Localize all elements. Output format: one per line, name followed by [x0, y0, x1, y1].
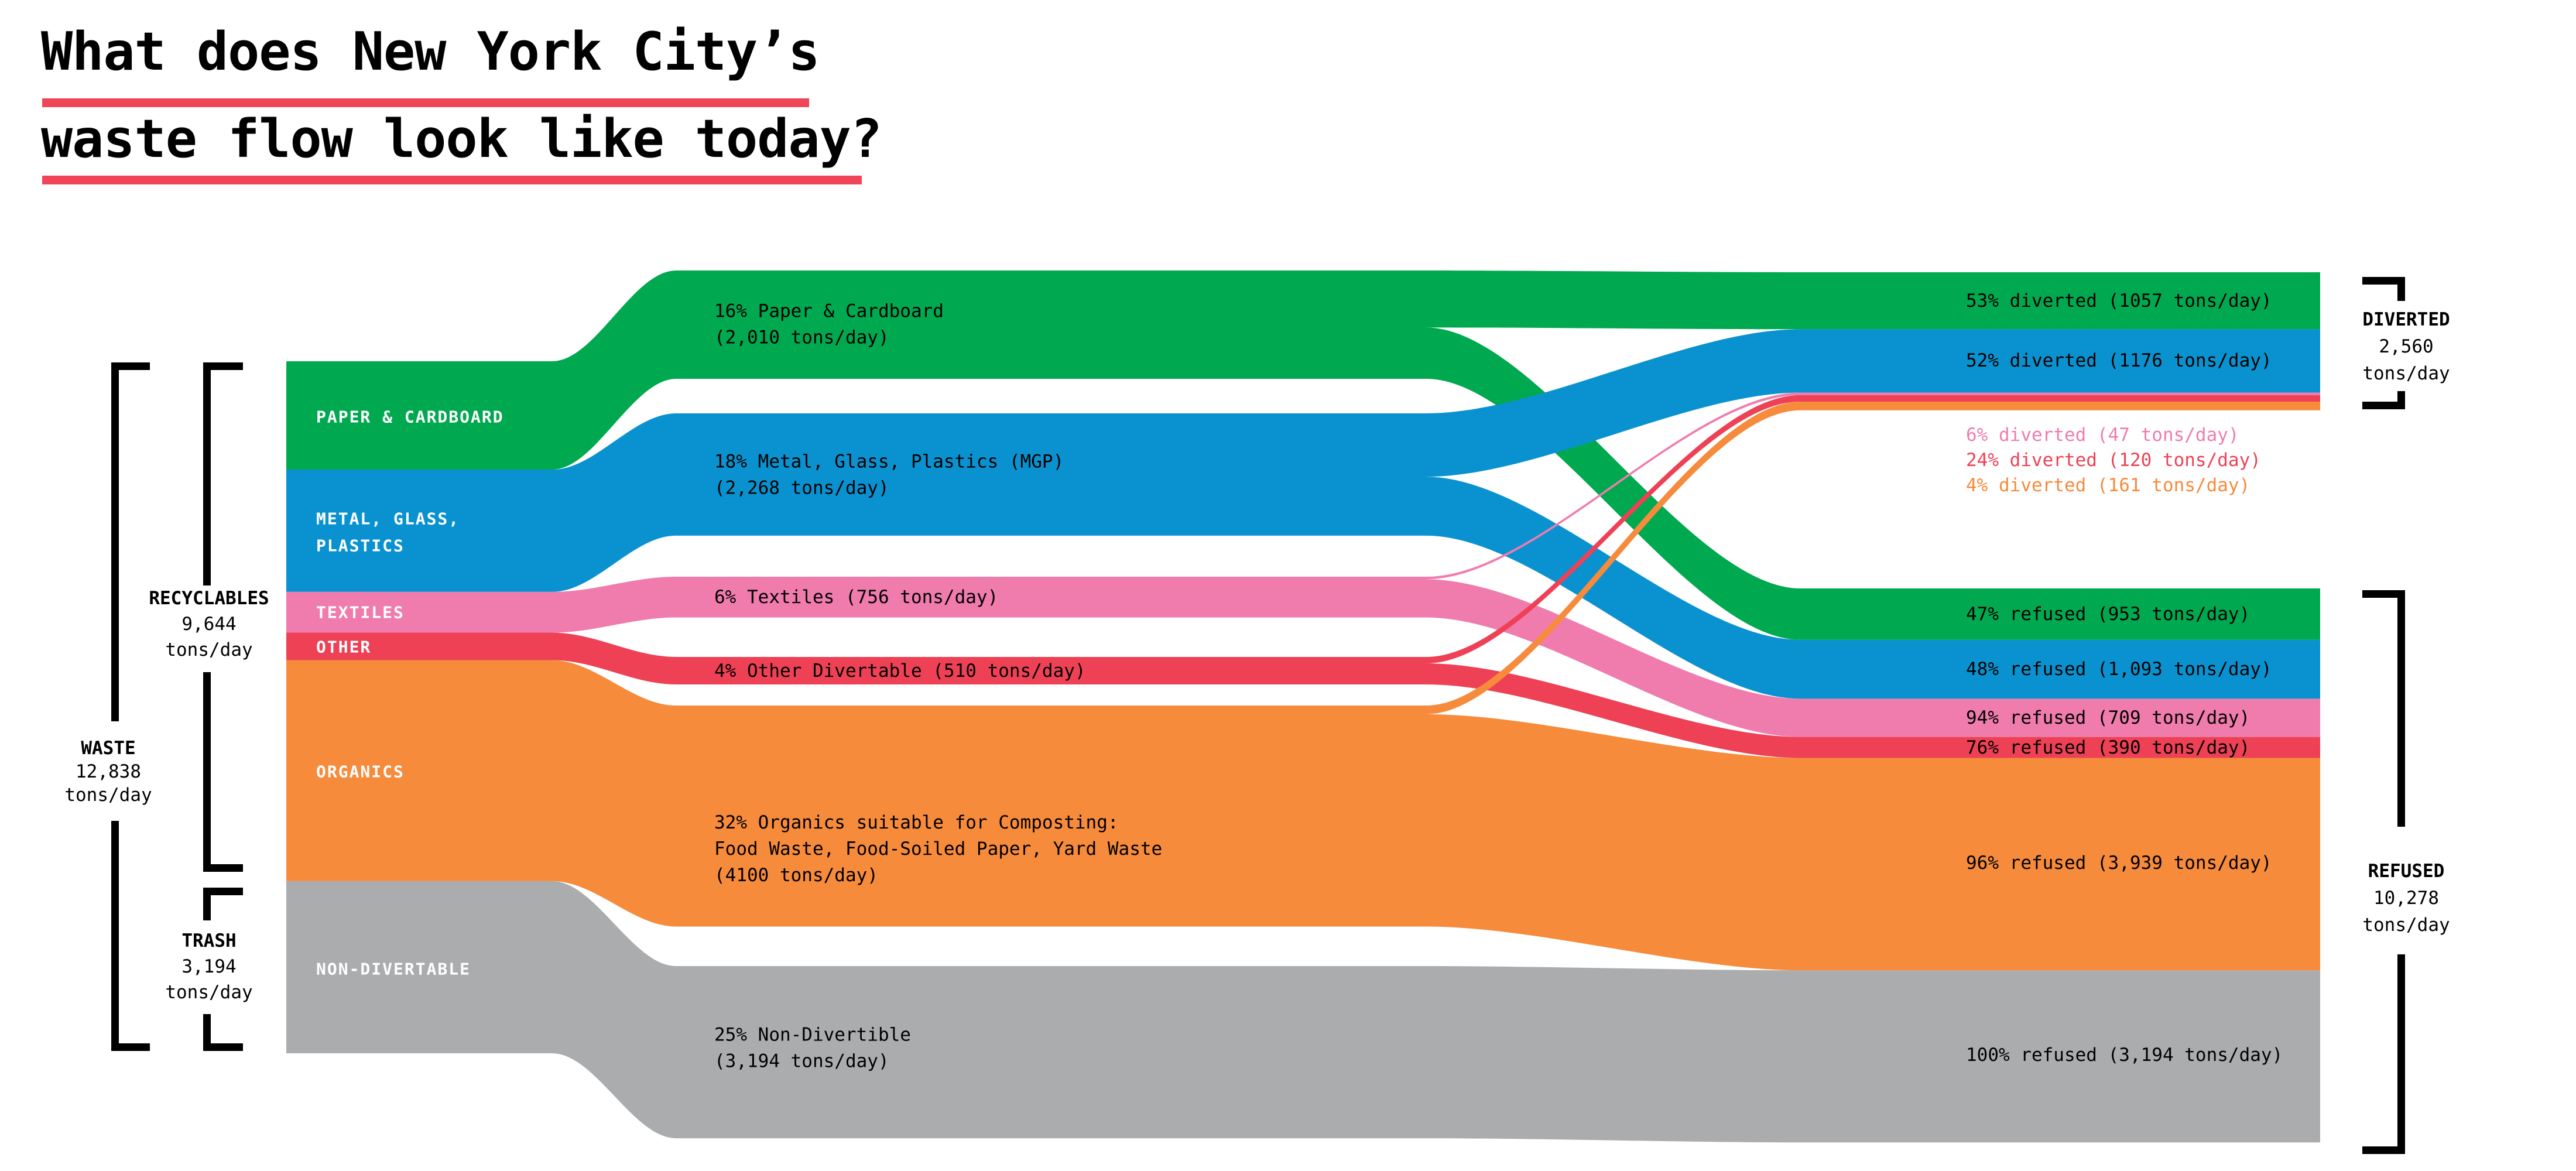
flow-refused-textiles: [1426, 579, 2320, 737]
refused-total-annotation: REFUSED 10,278 tons/day: [2318, 858, 2494, 939]
refused-label-textiles: 94% refused (709 tons/day): [1966, 707, 2250, 728]
band-textiles: [286, 577, 1426, 633]
bar-label-non_divertable-line0: NON-DIVERTABLE: [316, 960, 471, 979]
flow-label-non_divertable-line0: 25% Non-Divertible: [714, 1025, 911, 1046]
waste-total-annotation: WASTE 12,838 tons/day: [38, 737, 179, 807]
bar-label-mgp-line0: METAL, GLASS,: [316, 509, 460, 529]
refused-bracket: [2362, 590, 2405, 1154]
refused-label-mgp: 48% refused (1,093 tons/day): [1966, 659, 2272, 680]
flow-refused-paper: [1426, 327, 2320, 640]
waste-bracket: [111, 362, 150, 1051]
refused-label-non_divertable: 100% refused (3,194 tons/day): [1966, 1045, 2283, 1066]
diverted-label-other: 24% diverted (120 tons/day): [1966, 450, 2261, 471]
refused-label-other: 76% refused (390 tons/day): [1966, 737, 2250, 758]
title-underline-1: [42, 98, 809, 107]
flow-label-other-line0: 4% Other Divertable (510 tons/day): [714, 660, 1086, 682]
recyclables-group-annotation: RECYCLABLES 9,644 tons/day: [127, 586, 291, 663]
refused-label-paper: 47% refused (953 tons/day): [1966, 604, 2250, 625]
recyclables-unit: tons/day: [165, 639, 253, 660]
waste-label: WASTE: [81, 738, 136, 759]
flow-refused-other: [1426, 663, 2320, 758]
diverted-label: DIVERTED: [2362, 309, 2450, 330]
band-paper: [286, 271, 1426, 470]
flow-label-paper-line1: (2,010 tons/day): [714, 327, 889, 348]
flow-label-textiles-line0: 6% Textiles (756 tons/day): [714, 587, 998, 608]
flow-label-organics-line0: 32% Organics suitable for Composting:: [714, 812, 1119, 833]
refused-unit: tons/day: [2362, 915, 2450, 936]
band-other: [286, 632, 1426, 684]
flow-refused-mgp: [1426, 477, 2320, 699]
diverted-label-paper: 53% diverted (1057 tons/day): [1966, 290, 2272, 311]
trash-unit: tons/day: [165, 982, 253, 1003]
flow-label-non_divertable-line1: (3,194 tons/day): [714, 1051, 889, 1072]
diverted-unit: tons/day: [2362, 363, 2450, 384]
bar-label-organics-line0: ORGANICS: [316, 762, 405, 782]
recyclables-label: RECYCLABLES: [149, 588, 269, 609]
trash-group-annotation: TRASH 3,194 tons/day: [127, 928, 291, 1005]
bar-label-other-line0: OTHER: [316, 638, 371, 657]
flow-refused-non_divertable: [1426, 966, 2320, 1143]
diverted-value: 2,560: [2379, 336, 2434, 357]
flow-diverted-paper: [1426, 271, 2320, 330]
diverted-total-annotation: DIVERTED 2,560 tons/day: [2318, 306, 2494, 387]
diverted-bracket: [2362, 277, 2405, 409]
recyclables-value: 9,644: [181, 614, 237, 635]
band-non_divertable: [286, 881, 1426, 1139]
page-title-line-1: What does New York City’s: [41, 21, 820, 83]
diverted-label-textiles: 6% diverted (47 tons/day): [1966, 424, 2239, 446]
page-title-line-2: waste flow look like today?: [41, 108, 882, 170]
flow-diverted-mgp: [1426, 329, 2320, 477]
trash-label: TRASH: [181, 930, 237, 951]
trash-bracket: [203, 888, 243, 1051]
flow-label-organics-line1: Food Waste, Food-Soiled Paper, Yard Wast…: [714, 838, 1162, 860]
waste-unit: tons/day: [64, 785, 152, 806]
bar-label-paper-line0: PAPER & CARDBOARD: [316, 408, 504, 427]
waste-value: 12,838: [76, 761, 141, 782]
diverted-label-mgp: 52% diverted (1176 tons/day): [1966, 350, 2272, 371]
flow-label-organics-line2: (4100 tons/day): [714, 865, 878, 886]
title-underline-2: [42, 176, 862, 184]
flow-refused-organics: [1426, 714, 2320, 971]
recyclables-bracket: [203, 362, 243, 872]
flow-label-paper-line0: 16% Paper & Cardboard: [714, 301, 944, 322]
flow-label-mgp-line1: (2,268 tons/day): [714, 478, 889, 499]
band-mgp: [286, 413, 1426, 592]
trash-value: 3,194: [181, 956, 237, 977]
refused-value: 10,278: [2373, 888, 2439, 909]
flow-label-mgp-line0: 18% Metal, Glass, Plastics (MGP): [714, 451, 1064, 472]
refused-label: REFUSED: [2368, 861, 2445, 882]
band-organics: [286, 660, 1426, 927]
diverted-label-organics: 4% diverted (161 tons/day): [1966, 475, 2250, 496]
bar-label-textiles-line0: TEXTILES: [316, 603, 405, 622]
refused-label-organics: 96% refused (3,939 tons/day): [1966, 852, 2272, 874]
bar-label-mgp-line1: PLASTICS: [316, 536, 405, 556]
